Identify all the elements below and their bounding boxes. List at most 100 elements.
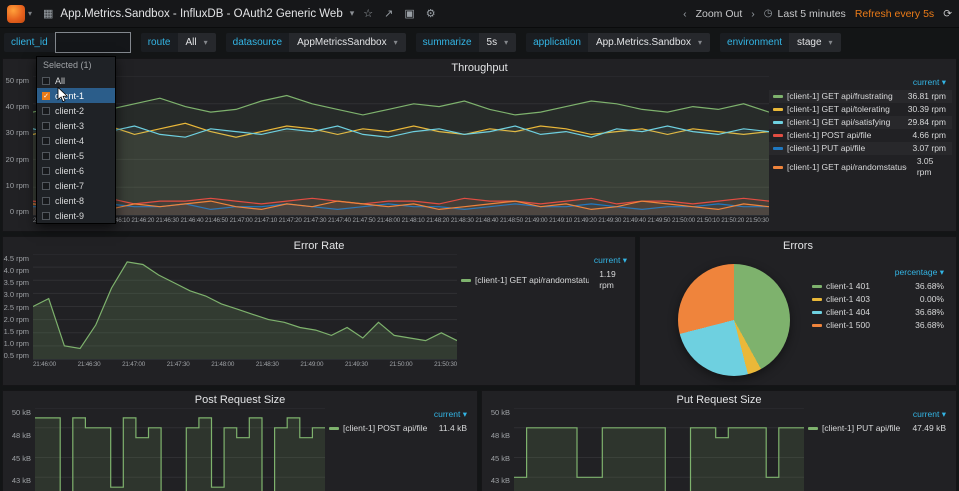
throughput-chart[interactable] bbox=[33, 76, 769, 216]
dashboard-title[interactable]: App.Metrics.Sandbox - InfluxDB - OAuth2 … bbox=[60, 7, 343, 20]
legend-series-name[interactable]: client-1 500 bbox=[826, 320, 870, 330]
axis-tick-label: 3.5 rpm bbox=[3, 278, 29, 288]
legend-series-name[interactable]: [client-1] GET api/randomstatuscode bbox=[787, 161, 907, 172]
checkbox-icon[interactable] bbox=[42, 106, 50, 115]
axis-tick-label: 21:47:30 bbox=[303, 217, 327, 224]
series-color-icon bbox=[773, 121, 783, 124]
axis-tick-label: 21:49:10 bbox=[549, 217, 573, 224]
legend-item[interactable]: [client-1] PUT api/file 3.07 rpm bbox=[769, 142, 952, 155]
variable-value-datasource[interactable]: AppMetricsSandbox ▾ bbox=[289, 32, 406, 52]
variable-value-summarize[interactable]: 5s ▾ bbox=[478, 32, 517, 52]
panel-title-errors[interactable]: Errors bbox=[783, 240, 813, 252]
legend-sort-header[interactable]: percentage ▾ bbox=[808, 266, 950, 280]
panel-title-post-request-size[interactable]: Post Request Size bbox=[194, 394, 286, 406]
checkbox-icon[interactable] bbox=[42, 136, 50, 145]
legend-item[interactable]: [client-1] GET api/randomstatuscode 1.19 … bbox=[457, 268, 633, 292]
refresh-icon[interactable]: ⟳ bbox=[943, 7, 952, 20]
refresh-interval-button[interactable]: Refresh every 5s bbox=[854, 7, 935, 20]
legend-item[interactable]: [client-1] GET api/frustrating 36.81 rpm bbox=[769, 90, 952, 103]
variable-current-value: AppMetricsSandbox bbox=[297, 36, 387, 48]
legend-item[interactable]: [client-1] GET api/tolerating 30.39 rpm bbox=[769, 103, 952, 116]
variable-input-client_id[interactable] bbox=[54, 31, 131, 53]
legend-item[interactable]: [client-1] GET api/randomstatuscode 3.05 … bbox=[769, 155, 952, 179]
legend-series-name[interactable]: [client-1] GET api/tolerating bbox=[787, 104, 890, 114]
dropdown-option-client-9[interactable]: client-9 bbox=[37, 208, 115, 223]
checkbox-icon[interactable] bbox=[42, 166, 50, 175]
variable-value-route[interactable]: All ▾ bbox=[177, 32, 216, 52]
checkbox-icon[interactable] bbox=[42, 151, 50, 160]
star-icon[interactable]: ☆ bbox=[363, 8, 374, 20]
time-range-picker[interactable]: ◷ Last 5 minutes bbox=[764, 8, 846, 20]
panel-title-error-rate[interactable]: Error Rate bbox=[293, 240, 345, 252]
dashboard-picker-icon[interactable]: ▦ bbox=[43, 8, 54, 20]
axis-tick-label: 48 kB bbox=[490, 430, 510, 440]
legend-item[interactable]: client-1 403 0.00% bbox=[808, 293, 950, 306]
panel-title-throughput[interactable]: Throughput bbox=[451, 62, 508, 74]
checkbox-icon[interactable] bbox=[42, 196, 50, 205]
variable-summarize: summarize 5s ▾ bbox=[415, 32, 517, 52]
checkbox-icon[interactable] bbox=[42, 211, 50, 220]
legend-series-value: 47.49 kB bbox=[912, 423, 946, 433]
caret-down-icon[interactable]: ▾ bbox=[28, 9, 33, 18]
legend-series-name[interactable]: [client-1] PUT api/file bbox=[822, 423, 901, 433]
legend-series-name[interactable]: [client-1] POST api/file bbox=[787, 130, 872, 140]
share-icon[interactable]: ↗ bbox=[384, 8, 394, 20]
legend-series-name[interactable]: [client-1] GET api/frustrating bbox=[787, 91, 893, 101]
legend-sort-header[interactable]: current ▾ bbox=[804, 408, 952, 422]
legend-item[interactable]: [client-1] PUT api/file 47.49 kB bbox=[804, 422, 952, 435]
dropdown-option-client-3[interactable]: client-3 bbox=[37, 118, 115, 133]
checkbox-icon[interactable] bbox=[42, 121, 50, 130]
time-shift-right-icon[interactable]: › bbox=[751, 7, 755, 20]
checkbox-icon[interactable] bbox=[42, 76, 50, 85]
legend-series-value: 11.4 kB bbox=[438, 423, 467, 433]
legend-item[interactable]: client-1 500 36.68% bbox=[808, 319, 950, 332]
legend-series-name[interactable]: client-1 401 bbox=[826, 281, 870, 291]
time-shift-left-icon[interactable]: ‹ bbox=[683, 7, 687, 20]
legend-series-name[interactable]: client-1 404 bbox=[826, 307, 870, 317]
caret-down-icon: ▾ bbox=[941, 77, 946, 87]
legend-series-name[interactable]: [client-1] GET api/satisfying bbox=[787, 117, 891, 127]
legend-series-name[interactable]: [client-1] PUT api/file bbox=[787, 143, 866, 153]
caret-down-icon[interactable]: ▾ bbox=[349, 8, 355, 18]
checkbox-icon[interactable] bbox=[42, 181, 50, 190]
legend-item[interactable]: client-1 401 36.68% bbox=[808, 280, 950, 293]
variable-value-environment[interactable]: stage ▾ bbox=[789, 32, 841, 52]
legend-rows: [client-1] GET api/randomstatuscode 1.19 … bbox=[457, 268, 633, 292]
dropdown-option-All[interactable]: All bbox=[37, 73, 115, 88]
dropdown-option-client-8[interactable]: client-8 bbox=[37, 193, 115, 208]
legend-sort-header[interactable]: current ▾ bbox=[769, 76, 952, 90]
put-size-chart[interactable] bbox=[514, 408, 804, 491]
legend-sort-header[interactable]: current ▾ bbox=[325, 408, 473, 422]
settings-icon[interactable]: ⚙ bbox=[425, 8, 436, 20]
checkbox-checked-icon[interactable]: ✓ bbox=[42, 91, 50, 100]
error-rate-legend: current ▾ [client-1] GET api/randomstatu… bbox=[457, 254, 633, 292]
legend-series-name[interactable]: [client-1] GET api/randomstatuscode bbox=[475, 274, 590, 285]
legend-series-value: 36.81 rpm bbox=[907, 91, 946, 101]
dropdown-option-client-1[interactable]: ✓ client-1 bbox=[37, 88, 115, 103]
save-icon[interactable]: ▣ bbox=[404, 8, 415, 20]
variable-value-application[interactable]: App.Metrics.Sandbox ▾ bbox=[587, 32, 711, 52]
error-rate-chart[interactable] bbox=[33, 254, 457, 360]
dropdown-option-client-6[interactable]: client-6 bbox=[37, 163, 115, 178]
grafana-logo-icon[interactable] bbox=[7, 4, 25, 23]
errors-pie-chart[interactable] bbox=[678, 264, 790, 376]
zoom-out-button[interactable]: Zoom Out bbox=[695, 7, 743, 20]
axis-tick-label: 21:47:00 bbox=[122, 361, 146, 368]
dropdown-option-client-5[interactable]: client-5 bbox=[37, 148, 115, 163]
legend-series-name[interactable]: [client-1] POST api/file bbox=[343, 423, 428, 433]
legend-series-name[interactable]: client-1 403 bbox=[826, 294, 870, 304]
legend-item[interactable]: client-1 404 36.68% bbox=[808, 306, 950, 319]
dropdown-option-client-7[interactable]: client-7 bbox=[37, 178, 115, 193]
legend-item[interactable]: [client-1] POST api/file 4.66 rpm bbox=[769, 129, 952, 142]
dropdown-option-client-4[interactable]: client-4 bbox=[37, 133, 115, 148]
legend-item[interactable]: [client-1] POST api/file 11.4 kB bbox=[325, 422, 473, 435]
legend-item[interactable]: [client-1] GET api/satisfying 29.84 rpm bbox=[769, 116, 952, 129]
legend-sort-header[interactable]: current ▾ bbox=[457, 254, 633, 268]
legend-header-label: current bbox=[593, 255, 621, 265]
post-size-chart[interactable] bbox=[35, 408, 325, 491]
panel-title-put-request-size[interactable]: Put Request Size bbox=[676, 394, 762, 406]
dropdown-option-client-2[interactable]: client-2 bbox=[37, 103, 115, 118]
